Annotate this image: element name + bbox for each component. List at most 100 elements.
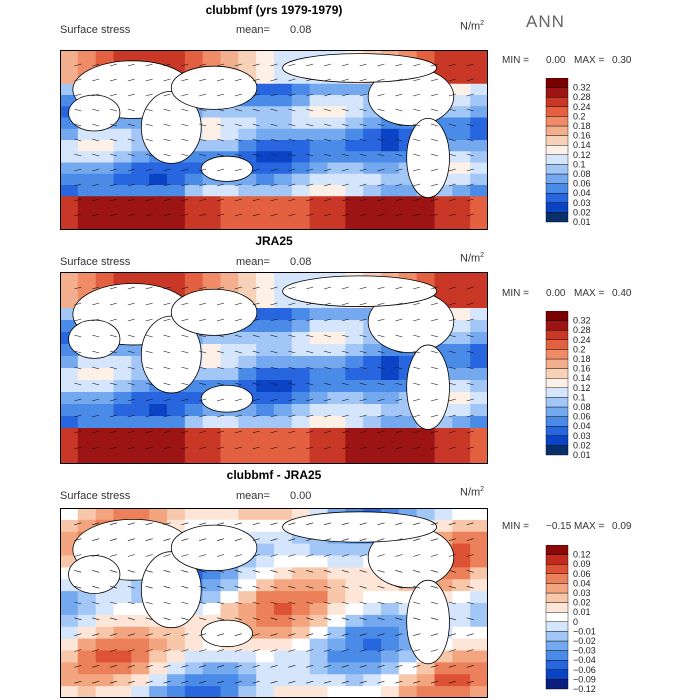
wind-arrow (323, 318, 332, 322)
wind-arrow (395, 382, 403, 386)
map-field-cell (434, 196, 453, 209)
map-field-cell (113, 196, 132, 209)
wind-arrow (199, 649, 207, 652)
map-field-cell (416, 207, 436, 220)
map-field-cell (434, 508, 453, 521)
wind-arrow (199, 183, 207, 187)
wind-arrow (466, 108, 474, 112)
wind-arrow (216, 585, 225, 589)
wind-arrow (92, 414, 100, 418)
wind-arrow (288, 183, 296, 187)
wind-arrow (252, 153, 260, 157)
wind-arrow (395, 522, 403, 526)
map-field-cell (77, 508, 97, 521)
panel-2-max-label: MAX = (574, 288, 605, 299)
wind-arrow (288, 198, 296, 202)
map-field-cell (452, 320, 471, 333)
wind-arrow (234, 334, 242, 338)
map-field-cell (238, 196, 257, 209)
map-field-cell (60, 380, 79, 393)
map-field-cell (452, 686, 471, 698)
map-field-cell (291, 140, 311, 152)
wind-arrow (216, 382, 225, 386)
map-field-cell (327, 218, 346, 230)
map-field-cell (95, 50, 115, 62)
wind-arrow (252, 183, 260, 187)
wind-arrow (323, 382, 332, 386)
wind-arrow (448, 601, 456, 605)
map-field-cell (149, 196, 168, 209)
map-field-cell (345, 650, 364, 663)
wind-arrow (430, 318, 439, 322)
map-field-cell (452, 207, 471, 220)
colorbar-swatch (545, 679, 569, 690)
map-field-cell (381, 380, 400, 393)
map-field-cell (274, 140, 293, 152)
wind-arrow (145, 446, 153, 450)
map-field-cell (363, 380, 382, 393)
wind-arrow (234, 554, 242, 557)
colorbar-tick-label: 0.2 (573, 111, 586, 121)
map-field-cell (202, 207, 222, 220)
map-field-cell (167, 207, 186, 220)
wind-arrow (288, 366, 296, 370)
wind-arrow (74, 585, 82, 589)
map-field-cell (381, 428, 400, 441)
map-field-cell (452, 404, 471, 417)
map-field-cell (363, 638, 382, 652)
map-frame (60, 50, 488, 230)
wind-arrow (466, 382, 474, 386)
wind-arrow (74, 198, 82, 202)
map-field-cell (452, 519, 471, 533)
wind-arrow (306, 601, 314, 605)
wind-arrow (127, 446, 135, 450)
wind-arrow (181, 138, 189, 142)
wind-arrow (413, 168, 421, 172)
map-field-cell (184, 440, 204, 453)
map-field-cell (256, 128, 275, 141)
map-field-cell (274, 308, 293, 321)
map-field-cell (60, 603, 79, 616)
wind-arrow (341, 414, 349, 418)
wind-arrow (323, 63, 332, 67)
wind-arrow (395, 168, 403, 172)
map-field-cell (256, 440, 275, 453)
wind-arrow (145, 414, 153, 418)
wind-arrow (288, 302, 296, 306)
map-field-cell (470, 519, 488, 533)
wind-arrow (359, 168, 367, 172)
map-field-cell (95, 614, 115, 628)
colorbar-tick-label: 0.04 (573, 578, 591, 588)
map-field-cell (470, 440, 488, 453)
map-field-cell (238, 106, 257, 119)
map-field-cell (184, 218, 204, 230)
map-field-cell (149, 173, 168, 186)
map-field-cell (470, 50, 488, 62)
map-field-cell (291, 686, 311, 698)
wind-arrow (395, 318, 403, 322)
wind-arrow (216, 168, 225, 172)
wind-arrow (288, 382, 296, 386)
wind-arrow (216, 318, 225, 322)
wind-arrow (377, 398, 385, 402)
wind-arrow (430, 398, 439, 402)
wind-arrow (466, 183, 474, 187)
wind-arrow (341, 633, 349, 636)
map-field-cell (363, 185, 382, 197)
colorbar-swatch (545, 640, 569, 651)
map-field-cell (238, 508, 257, 521)
wind-arrow (288, 430, 296, 434)
wind-arrow (466, 153, 474, 157)
colorbar-swatch (545, 631, 569, 642)
wind-arrow (288, 168, 296, 172)
map-field-cell (381, 151, 400, 164)
map-field-cell (131, 650, 150, 663)
wind-arrow (430, 382, 439, 386)
wind-arrow (199, 430, 207, 434)
map-field-cell (256, 380, 275, 393)
wind-arrow (181, 649, 189, 652)
wind-arrow (252, 414, 260, 418)
wind-arrow (377, 350, 385, 354)
map-field-cell (470, 686, 488, 698)
map-field-cell (113, 128, 132, 141)
